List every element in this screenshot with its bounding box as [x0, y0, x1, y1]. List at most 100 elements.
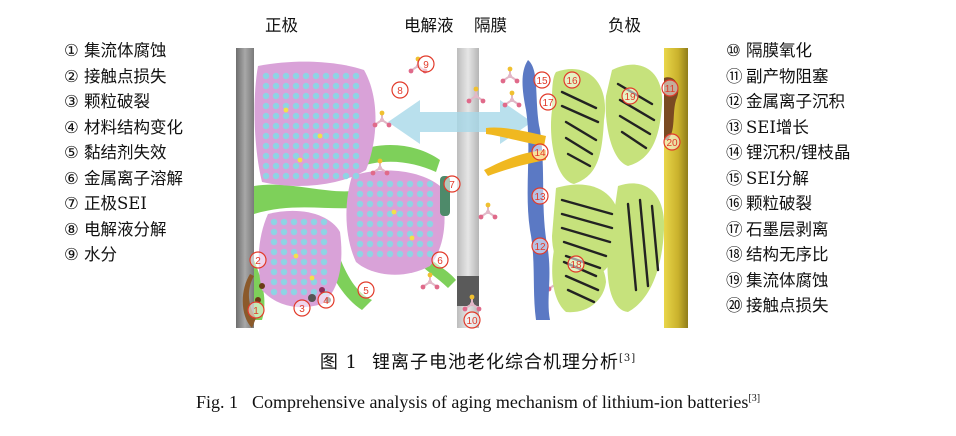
- svg-text:15: 15: [536, 76, 548, 87]
- lattice-dot: [280, 288, 288, 296]
- lattice-dot: [280, 238, 288, 246]
- legend-number: ③: [64, 92, 79, 111]
- lattice-dot: [356, 220, 364, 228]
- lattice-dot: [356, 200, 364, 208]
- marker-18: 18: [567, 255, 585, 273]
- legend-text: 电解液分解: [84, 219, 167, 239]
- lattice-dot: [386, 180, 394, 188]
- marker-13: 13: [531, 187, 549, 205]
- legend-number: ②: [64, 66, 79, 86]
- lattice-dot: [320, 278, 328, 286]
- caption-en-text: Comprehensive analysis of aging mechanis…: [251, 392, 749, 412]
- lattice-dot: [356, 190, 364, 198]
- legend-item: ⑳ 接触点损失: [726, 293, 851, 319]
- lattice-dot: [290, 288, 298, 296]
- lattice-dot: [406, 250, 414, 258]
- lattice-dot: [406, 220, 414, 228]
- lattice-dot: [332, 152, 340, 160]
- lattice-dot: [322, 72, 330, 80]
- lattice-dot: [302, 162, 310, 170]
- svg-text:1: 1: [253, 306, 259, 317]
- molecule: [502, 90, 522, 108]
- lattice-dot: [352, 72, 360, 80]
- lattice-dot: [290, 228, 298, 236]
- lattice-dot: [342, 112, 350, 120]
- molecule: [462, 294, 482, 312]
- lattice-dot: [290, 278, 298, 286]
- graphite-layer-line: [618, 114, 652, 136]
- marker-12: 12: [531, 237, 549, 255]
- lattice-dot: [332, 142, 340, 150]
- lattice-dot: [302, 72, 310, 80]
- lattice-dot: [352, 172, 360, 180]
- legend-text: 颗粒破裂: [746, 194, 812, 213]
- lattice-dot: [416, 220, 424, 228]
- lattice-dot: [302, 132, 310, 140]
- legend-item: ⑧ 电解液分解: [64, 217, 183, 243]
- lattice-dot: [272, 72, 280, 80]
- lattice-dot: [262, 142, 270, 150]
- cathode-particle: [258, 210, 342, 308]
- lattice-dot: [386, 220, 394, 228]
- lattice-dot: [352, 122, 360, 130]
- anode-particle: [605, 64, 663, 166]
- caption-en-label: Fig. 1: [195, 392, 238, 412]
- legend-text: 水分: [84, 245, 117, 264]
- svg-text:14: 14: [534, 148, 546, 159]
- lattice-dot: [312, 92, 320, 100]
- lattice-dot: [366, 210, 374, 218]
- lattice-dot: [426, 180, 434, 188]
- graphite-layer-line: [564, 136, 594, 156]
- lattice-dot: [272, 152, 280, 160]
- lattice-dot: [332, 112, 340, 120]
- legend-number: ①: [64, 41, 79, 60]
- lattice-dot: [270, 248, 278, 256]
- lattice-dot: [386, 200, 394, 208]
- legend-text: 集流体腐蚀: [746, 270, 829, 290]
- svg-text:5: 5: [363, 286, 369, 297]
- lattice-dot: [376, 200, 384, 208]
- lattice-dot: [366, 180, 374, 188]
- lattice-dot: [280, 248, 288, 256]
- lattice-dot: [280, 268, 288, 276]
- lithium-dendrite: [484, 127, 546, 176]
- svg-text:9: 9: [423, 60, 429, 71]
- lattice-dot: [386, 230, 394, 238]
- lattice-dot: [322, 132, 330, 140]
- legend-text: 接触点损失: [84, 66, 167, 86]
- lattice-dot: [300, 228, 308, 236]
- lattice-dot: [396, 250, 404, 258]
- anode-label: 负极: [608, 16, 641, 35]
- lattice-dot: [406, 190, 414, 198]
- lattice-dot: [366, 220, 374, 228]
- lattice-dot: [322, 92, 330, 100]
- lattice-dot: [366, 250, 374, 258]
- lattice-dot: [312, 122, 320, 130]
- separator-oxidation: [457, 276, 479, 306]
- lattice-dot: [426, 230, 434, 238]
- lattice-dot: [426, 200, 434, 208]
- lattice-dot: [300, 238, 308, 246]
- lattice-dot: [310, 218, 318, 226]
- legend-text: 颗粒破裂: [84, 92, 150, 111]
- lattice-dot: [290, 248, 298, 256]
- lattice-dot: [270, 268, 278, 276]
- lattice-dot: [262, 132, 270, 140]
- legend-right: ⑩ 隔膜氧化 ⑪ 副产物阻塞 ⑫ 金属离子沉积 ⑬ SEI增长 ⑭ 锂沉积/锂枝晶 ⑮ SE…: [726, 38, 851, 319]
- lattice-dot: [282, 142, 290, 150]
- lattice-dot: [332, 132, 340, 140]
- legend-number: ④: [64, 117, 79, 137]
- marker-15: 15: [533, 71, 551, 89]
- lattice-dot: [356, 180, 364, 188]
- lattice-dot: [292, 72, 300, 80]
- lattice-dot: [366, 240, 374, 248]
- lattice-dot: [342, 142, 350, 150]
- lattice-dot: [270, 278, 278, 286]
- legend-number: ⑦: [64, 194, 79, 213]
- graphite-layer-line: [638, 198, 650, 288]
- lattice-dot: [300, 218, 308, 226]
- lattice-dot: [386, 190, 394, 198]
- lattice-dot: [262, 122, 270, 130]
- molecule: [372, 110, 392, 128]
